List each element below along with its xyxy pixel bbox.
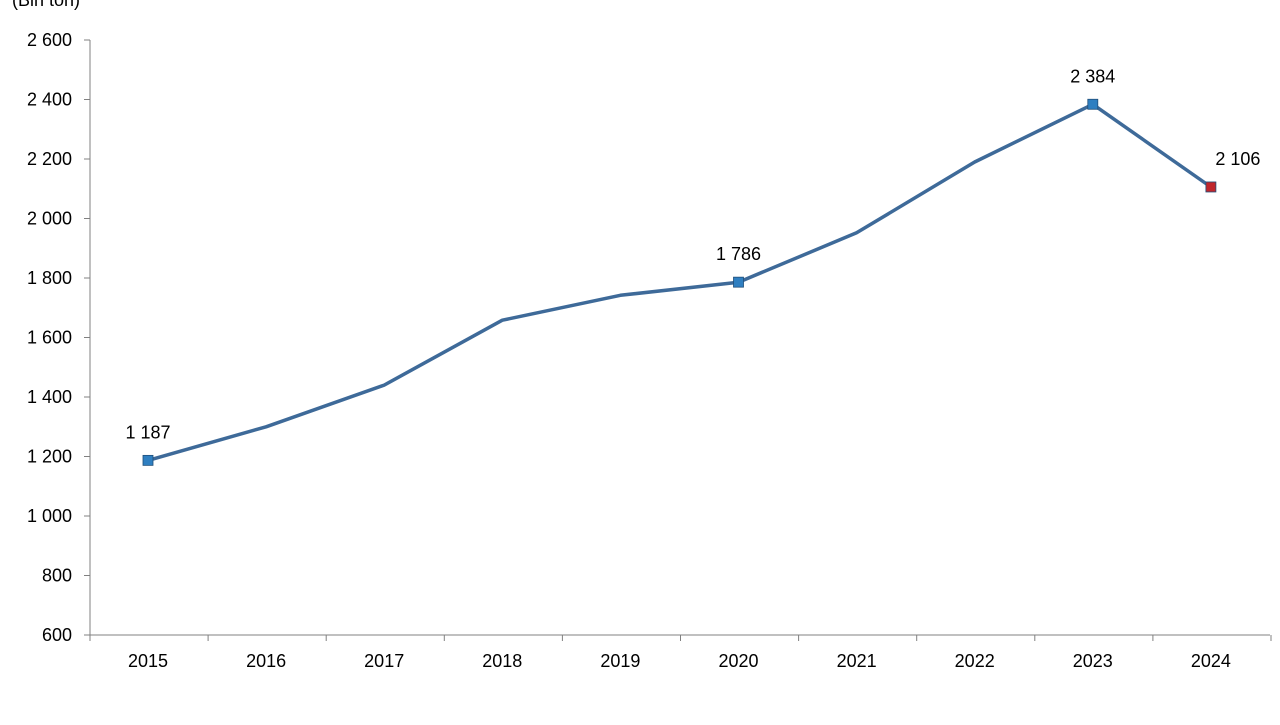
- x-axis-ticks: 2015 2016 2017 2018 2019 2020 2021 2022 2023 2024: [89, 635, 1272, 671]
- data-point-marker: [1087, 98, 1099, 110]
- x-tick-label: 2021: [837, 651, 877, 671]
- x-tick-label: 2015: [128, 651, 168, 671]
- series-group: [146, 102, 1213, 463]
- y-tick-label: 2 200: [27, 149, 72, 169]
- x-tick-label: 2024: [1191, 651, 1231, 671]
- x-tick-label: 2019: [600, 651, 640, 671]
- y-tick-label: 1 600: [27, 328, 72, 348]
- data-point-marker: [733, 276, 744, 288]
- unit-label: (Bin ton): [12, 0, 80, 10]
- y-tick-label: 1 800: [27, 268, 72, 288]
- y-tick-label: 2 600: [27, 30, 72, 50]
- data-label: 1 786: [716, 244, 761, 264]
- x-tick-label: 2023: [1073, 651, 1113, 671]
- data-label-group: 1 187 1 786 2 384 2 106: [125, 66, 1260, 442]
- x-tick-label: 2020: [718, 651, 758, 671]
- axes: [89, 40, 1270, 636]
- y-tick-label: 1 000: [27, 506, 72, 526]
- data-label: 1 187: [125, 422, 170, 442]
- x-tick-label: 2022: [955, 651, 995, 671]
- x-tick-label: 2018: [482, 651, 522, 671]
- y-tick-label: 1 400: [27, 387, 72, 407]
- y-tick-label: 600: [42, 625, 72, 645]
- y-tick-label: 2 400: [27, 90, 72, 110]
- series-line: [146, 102, 1213, 463]
- y-axis-ticks: 600 800 1 000 1 200 1 400 1 600 1 800 2 000 2 20…: [27, 30, 90, 645]
- x-tick-label: 2016: [246, 651, 286, 671]
- data-point-marker: [142, 454, 154, 466]
- y-tick-label: 800: [42, 566, 72, 586]
- marker-group: [142, 98, 1217, 466]
- data-label: 2 384: [1070, 66, 1115, 86]
- y-tick-label: 2 000: [27, 209, 72, 229]
- data-label: 2 106: [1215, 149, 1260, 169]
- x-tick-label: 2017: [364, 651, 404, 671]
- data-point-marker: [1205, 181, 1217, 193]
- y-tick-label: 1 200: [27, 447, 72, 467]
